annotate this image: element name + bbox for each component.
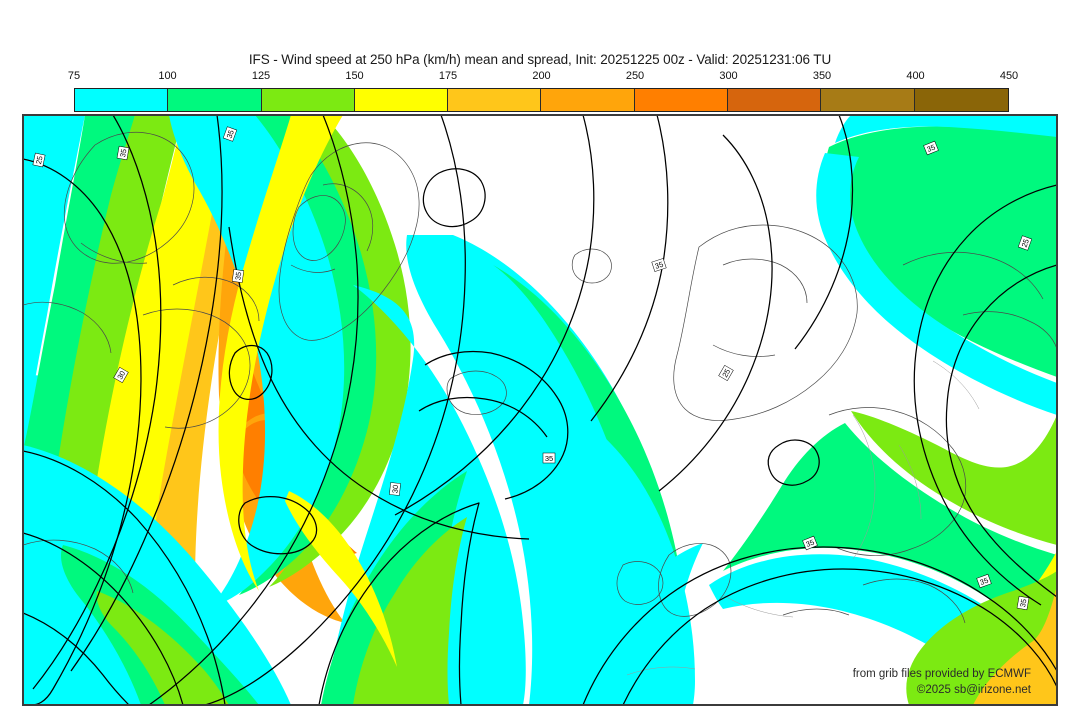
colorbar-segment xyxy=(821,89,915,111)
page-title: IFS - Wind speed at 250 hPa (km/h) mean … xyxy=(248,52,832,67)
band-100-125 xyxy=(723,423,1057,665)
svg-text:35: 35 xyxy=(805,538,816,549)
contour-label: 35 xyxy=(222,126,238,142)
svg-text:35: 35 xyxy=(926,143,937,154)
contour-value-labels: 25 35 35 35 30 35 30 35 25 35 25 35 35 35 xyxy=(32,126,1033,611)
svg-text:35: 35 xyxy=(118,148,128,158)
colorbar-tick: 150 xyxy=(345,70,364,82)
contour-label: 35 xyxy=(116,145,130,161)
contour-label: 35 xyxy=(542,452,556,464)
colorbar-tick: 350 xyxy=(812,70,832,82)
map-canvas[interactable]: 25 35 35 35 30 35 30 35 25 35 25 35 35 35 xyxy=(23,115,1057,705)
svg-text:25: 25 xyxy=(720,367,732,379)
colorbar-tick: 400 xyxy=(906,70,925,82)
colorbar-tick-labels: 75 100 125 150 175 200 250 300 350 400 450 xyxy=(68,70,1018,86)
band-125-150 xyxy=(353,517,467,705)
svg-text:35: 35 xyxy=(545,454,553,463)
map-panel[interactable]: 25 35 35 35 30 35 30 35 25 35 25 35 35 35 from grib f… xyxy=(22,114,1058,706)
colorbar-segment xyxy=(914,89,1008,111)
band-125-150 xyxy=(229,115,411,587)
colorbar-tick: 450 xyxy=(999,70,1019,82)
svg-text:30: 30 xyxy=(390,484,400,493)
colorbar-segment xyxy=(75,89,169,111)
contour-label: 25 xyxy=(718,364,734,382)
band-75-100 xyxy=(835,115,1057,143)
band-75-100 xyxy=(169,115,345,607)
colorbar: 75 100 125 150 175 200 250 300 350 400 450 xyxy=(68,70,1018,112)
band-75-100 xyxy=(406,235,677,705)
band-125-150 xyxy=(96,591,229,705)
colorbar-segment xyxy=(541,89,635,111)
contour-label: 35 xyxy=(802,535,818,551)
colorbar-tick: 250 xyxy=(625,70,645,82)
colorbar-tick: 75 xyxy=(67,70,81,82)
svg-text:35: 35 xyxy=(654,260,665,271)
spread-contours xyxy=(23,115,1057,705)
map-border xyxy=(23,115,1057,705)
colorbar-segment xyxy=(168,89,262,111)
colorbar-tick: 300 xyxy=(719,70,738,82)
svg-text:35: 35 xyxy=(233,271,243,281)
band-75-100 xyxy=(23,445,291,705)
contour-label: 25 xyxy=(1017,235,1033,251)
colorbar-segment xyxy=(728,89,822,111)
coastlines xyxy=(23,131,1057,624)
contour-label: 30 xyxy=(113,366,129,384)
svg-text:35: 35 xyxy=(1018,598,1028,608)
colorbar-segment xyxy=(261,89,355,111)
colorbar-tick: 175 xyxy=(438,70,458,82)
contour-label: 30 xyxy=(389,482,401,496)
windspeed-shading xyxy=(23,115,1057,705)
contour-label: 35 xyxy=(923,140,939,156)
colorbar-tick: 125 xyxy=(251,70,271,82)
svg-text:25: 25 xyxy=(1020,238,1031,249)
colorbar-tick: 200 xyxy=(532,70,551,82)
contour-label: 35 xyxy=(1016,595,1030,611)
band-75-100 xyxy=(816,153,1057,415)
colorbar-tick: 100 xyxy=(158,70,177,82)
contour-label: 35 xyxy=(651,258,667,272)
band-175-200 xyxy=(973,585,1057,705)
band-125-150 xyxy=(851,411,1057,545)
political-borders xyxy=(626,360,980,676)
band-100-125 xyxy=(824,126,1057,378)
contour-label: 35 xyxy=(231,269,245,283)
svg-text:25: 25 xyxy=(34,155,45,165)
svg-text:30: 30 xyxy=(115,369,127,381)
colorbar-gradient xyxy=(74,88,1009,112)
band-100-125 xyxy=(199,115,377,595)
colorbar-segment xyxy=(634,89,729,111)
band-150-175 xyxy=(285,491,397,667)
colorbar-segment xyxy=(354,89,449,111)
contour-label: 35 xyxy=(976,573,992,589)
band-75-100 xyxy=(583,543,703,705)
band-150-175 xyxy=(218,115,343,591)
colorbar-segment xyxy=(448,89,542,111)
contour-label: 25 xyxy=(32,152,46,168)
band-75-100 xyxy=(23,115,85,445)
svg-text:35: 35 xyxy=(979,576,990,587)
svg-text:35: 35 xyxy=(225,129,236,140)
